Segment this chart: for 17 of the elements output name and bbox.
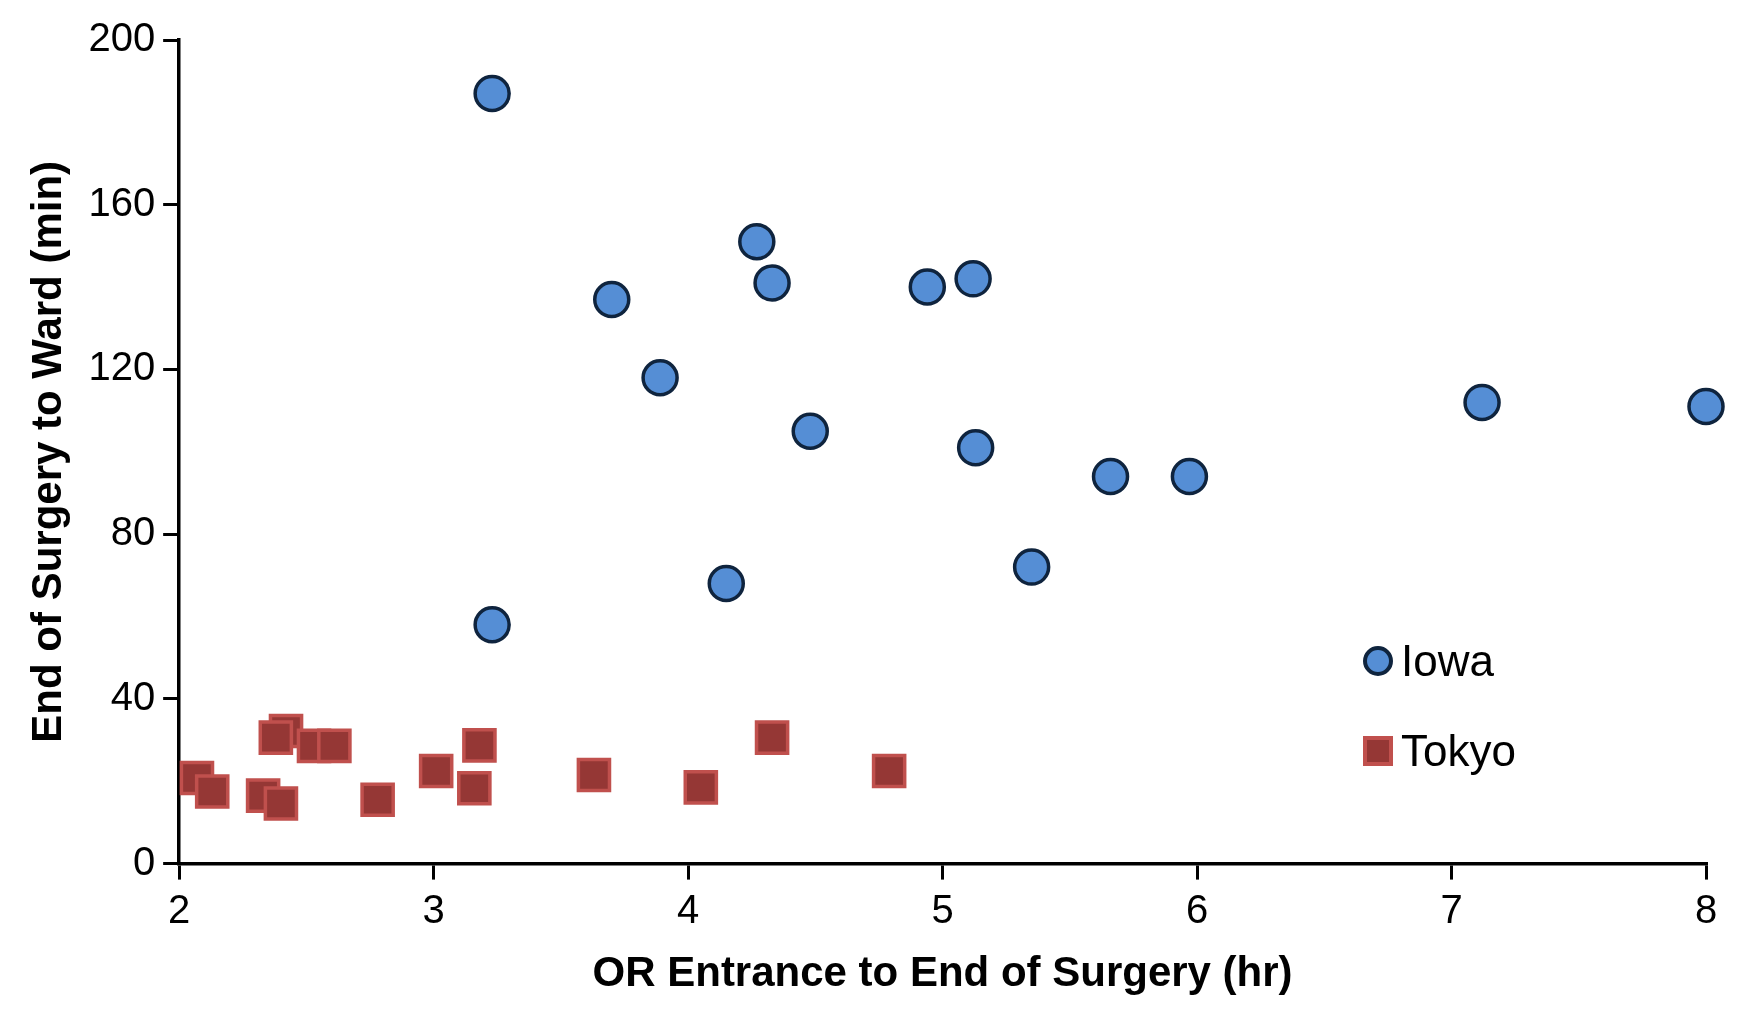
x-tick-label: 5 bbox=[931, 886, 954, 931]
y-tick-label: 200 bbox=[88, 15, 156, 60]
y-tick-label: 120 bbox=[88, 344, 156, 389]
x-axis-title: OR Entrance to End of Surgery (hr) bbox=[592, 948, 1293, 996]
y-tick-label: 80 bbox=[110, 509, 156, 554]
y-tick-label: 0 bbox=[132, 838, 156, 883]
y-tick-label: 40 bbox=[110, 673, 156, 718]
x-tick-label: 4 bbox=[676, 886, 700, 931]
legend-label: Iowa bbox=[1401, 636, 1494, 686]
x-tick-label: 6 bbox=[1185, 886, 1209, 931]
x-tick-label: 2 bbox=[168, 886, 191, 931]
y-tick-label: 160 bbox=[88, 179, 156, 224]
x-tick-label: 7 bbox=[1440, 886, 1463, 931]
x-tick-label: 3 bbox=[422, 886, 445, 931]
y-axis-title: End of Surgery to Ward (min) bbox=[22, 160, 70, 743]
legend-label: Tokyo bbox=[1401, 726, 1516, 776]
x-tick-label: 8 bbox=[1694, 886, 1718, 931]
